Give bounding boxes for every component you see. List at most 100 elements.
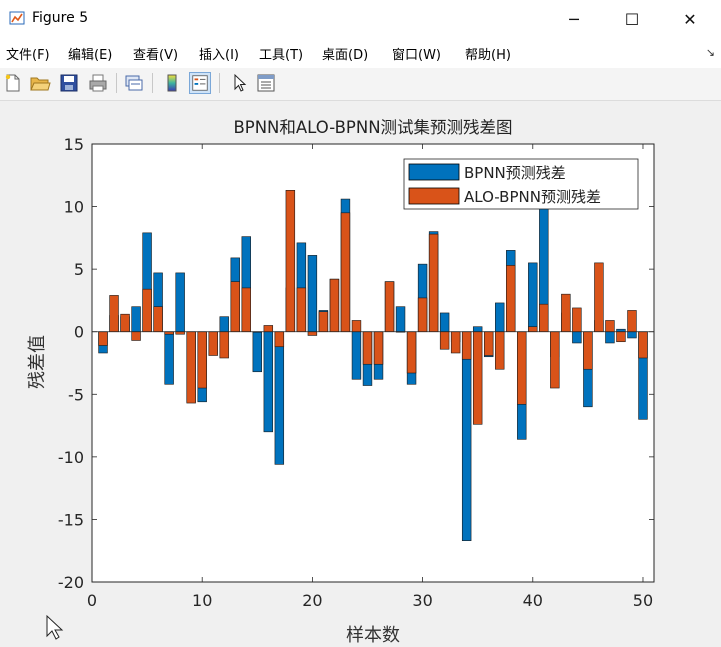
alo-bar: [605, 320, 615, 333]
alo-bar: [109, 295, 119, 333]
bpnn-bar: [164, 331, 174, 385]
bpnn-bar: [351, 331, 362, 380]
alo-bar: [197, 331, 207, 389]
new-figure-icon[interactable]: [2, 72, 24, 94]
alo-bar: [616, 331, 626, 343]
alo-bar: [373, 331, 384, 365]
bpnn-bar: [605, 331, 615, 344]
x-tick-label: 30: [412, 591, 432, 610]
alo-bar: [528, 326, 538, 333]
bpnn-bar: [274, 331, 285, 465]
minimize-button[interactable]: ─: [569, 9, 579, 29]
alo-bar: [561, 293, 571, 333]
alo-bar: [594, 262, 604, 333]
legend-swatch-bpnn: [408, 163, 460, 181]
bpnn-bar: [528, 262, 538, 333]
alo-bar: [307, 331, 318, 336]
window-titlebar: Figure 5 ─ ☐ ✕: [0, 0, 721, 38]
menu-window[interactable]: 窗口(W): [392, 48, 441, 63]
y-axis-label: 残差值: [27, 335, 48, 389]
bpnn-bar: [395, 306, 406, 333]
menu-insert[interactable]: 插入(I): [199, 48, 239, 63]
x-tick-label: 40: [523, 591, 543, 610]
legend-icon[interactable]: [189, 72, 211, 94]
bpnn-bar: [572, 331, 582, 344]
alo-bar: [472, 331, 483, 425]
alo-bar: [450, 331, 461, 354]
alo-bar: [384, 281, 395, 333]
property-inspector-icon[interactable]: [255, 72, 277, 94]
mouse-cursor-icon: [46, 614, 64, 640]
menu-edit[interactable]: 编辑(E): [68, 48, 113, 63]
y-tick-label: 15: [64, 135, 84, 154]
menu-file[interactable]: 文件(F): [6, 48, 50, 63]
y-tick-label: 0: [74, 323, 84, 342]
y-axis-ticks: -20 -15 -10 -5 0 5 10 15: [58, 135, 654, 592]
axes-box: [91, 143, 655, 583]
x-axis-label: 样本数: [346, 625, 400, 646]
bpnn-bar: [495, 302, 505, 333]
alo-bar: [517, 331, 527, 405]
alo-bar: [318, 311, 329, 333]
alo-bar: [439, 331, 450, 350]
alo-bar: [120, 313, 130, 333]
menu-view[interactable]: 查看(V): [133, 48, 179, 63]
x-tick-label: 50: [633, 591, 653, 610]
menu-desktop[interactable]: 桌面(D): [322, 48, 369, 63]
bpnn-bar: [439, 312, 450, 333]
x-tick-label: 0: [87, 591, 97, 610]
figure-toolbar: [0, 68, 721, 101]
alo-bar: [539, 303, 549, 333]
menu-overflow-icon[interactable]: ↘: [705, 46, 715, 59]
alo-bar: [263, 325, 274, 333]
menu-tools[interactable]: 工具(T): [259, 48, 304, 63]
open-folder-icon[interactable]: [29, 72, 51, 94]
pointer-icon[interactable]: [228, 72, 250, 94]
link-figure-icon[interactable]: [123, 72, 145, 94]
bpnn-bar: [219, 316, 229, 333]
close-button[interactable]: ✕: [683, 9, 697, 29]
toolbar-separator: [116, 73, 117, 93]
alo-bar: [627, 310, 637, 333]
residual-bar-chart[interactable]: 0 10 20 30 40 50 -20 -15 -10 -5 0 5 10 15 BPNN和ALO-B…: [0, 101, 721, 647]
alo-bar: [572, 307, 582, 333]
alo-bar: [153, 306, 163, 333]
colorbar-icon[interactable]: [161, 72, 183, 94]
y-tick-label: -10: [58, 448, 84, 467]
alo-bar: [131, 331, 141, 341]
bpnn-bar: [461, 331, 472, 542]
legend-label-bpnn: BPNN预测残差: [464, 164, 566, 182]
alo-bar: [362, 331, 373, 365]
toolbar-separator: [219, 73, 220, 93]
alo-bar: [583, 331, 593, 370]
alo-bar: [406, 331, 417, 374]
y-tick-label: 10: [64, 198, 84, 217]
legend: BPNN预测残差 ALO-BPNN预测残差: [403, 158, 639, 210]
save-icon[interactable]: [58, 72, 80, 94]
alo-bar: [274, 331, 285, 348]
axes-background: [92, 144, 654, 582]
alo-bar: [417, 297, 428, 333]
maximize-button[interactable]: ☐: [624, 9, 640, 29]
alo-bar: [219, 331, 229, 359]
alo-bar: [351, 320, 362, 333]
x-tick-label: 20: [302, 591, 322, 610]
alo-bar: [296, 287, 307, 333]
x-tick-label: 10: [192, 591, 212, 610]
alo-bar: [186, 331, 196, 404]
alo-bar: [241, 287, 251, 333]
alo-bar: [483, 331, 494, 356]
alo-bar: [550, 331, 560, 389]
matlab-figure-icon: [9, 11, 25, 25]
bpnn-bar: [307, 255, 318, 333]
alo-bar: [638, 331, 648, 359]
alo-bar: [230, 281, 240, 333]
alo-bar: [340, 212, 351, 333]
toolbar-separator: [152, 73, 153, 93]
bpnn-bar: [472, 326, 483, 333]
x-axis-ticks: 0 10 20 30 40 50: [87, 144, 653, 610]
print-icon[interactable]: [87, 72, 109, 94]
menu-help[interactable]: 帮助(H): [465, 48, 511, 63]
window-title: Figure 5: [32, 10, 89, 26]
y-tick-label: -20: [58, 573, 84, 592]
